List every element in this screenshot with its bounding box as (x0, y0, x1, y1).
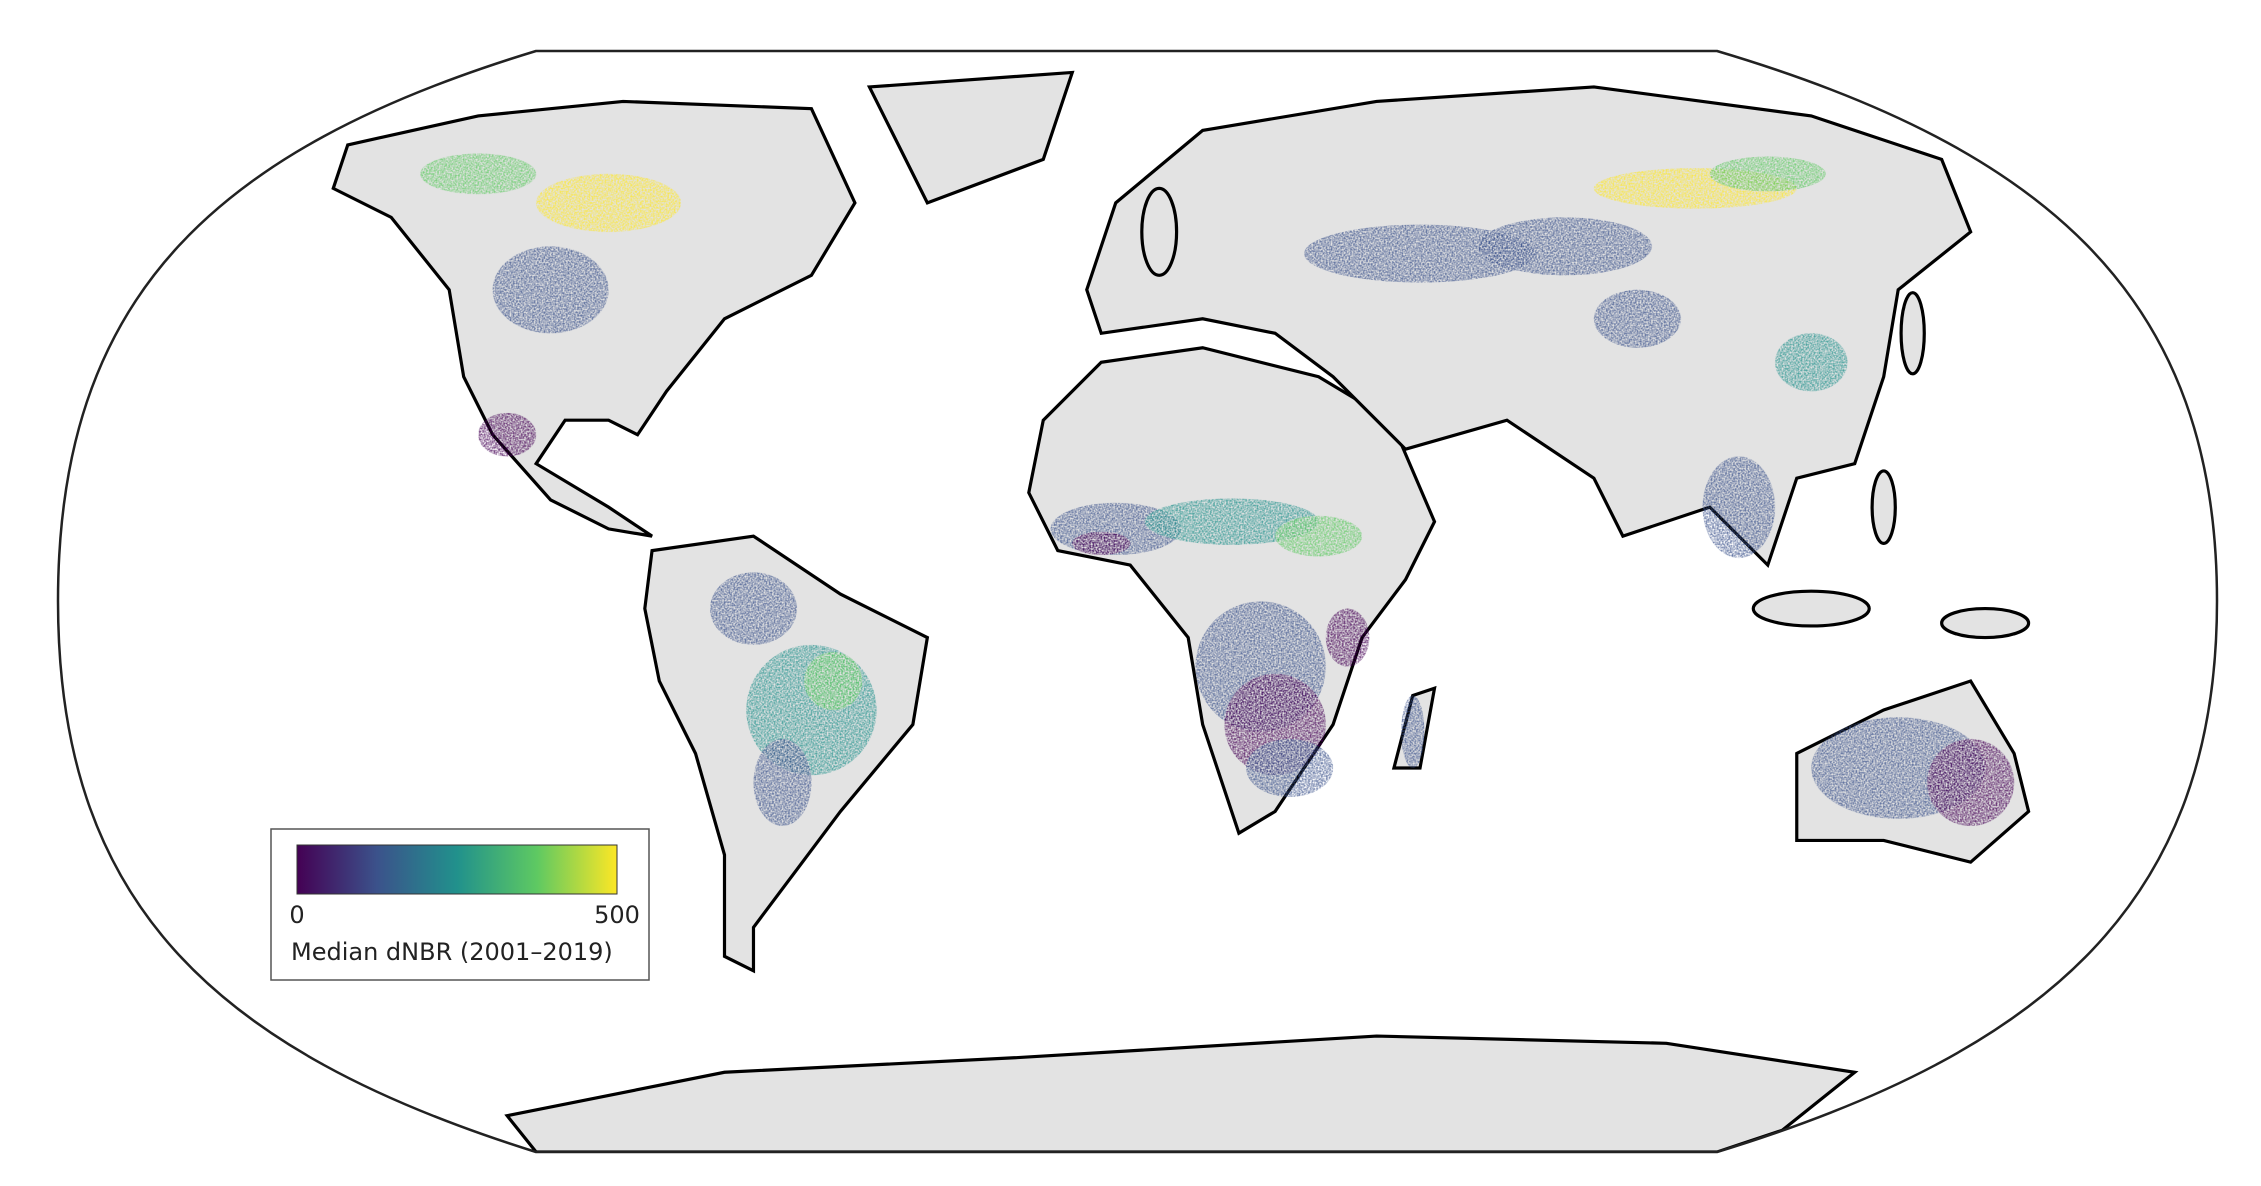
burn-patch (1593, 289, 1681, 348)
philippines (1870, 469, 1897, 545)
map-outline (56, 49, 2219, 1154)
burn-patch (1401, 695, 1425, 768)
new-guinea (1940, 606, 2031, 640)
africa (1027, 346, 1437, 836)
indonesia (1751, 589, 1871, 628)
burn-patch (492, 246, 609, 334)
burn-patch (1775, 333, 1848, 392)
burn-patch (1325, 608, 1370, 667)
north-america (331, 99, 857, 538)
colorbar-max-label: 500 (594, 901, 640, 929)
burn-patch (1304, 224, 1536, 283)
colorbar-min-label: 0 (289, 901, 304, 929)
burn-patch (1709, 156, 1826, 192)
british-isles (1140, 186, 1179, 277)
colorbar (296, 844, 618, 895)
map-body (331, 70, 2031, 1152)
land-masses (331, 70, 2031, 1152)
burn-patch (1246, 738, 1334, 797)
burn-patch (1477, 217, 1652, 276)
burn-patch (536, 173, 682, 232)
legend: 0 500 Median dNBR (2001–2019) (270, 828, 650, 981)
eurasia (1085, 85, 1973, 569)
burn-patch (1702, 456, 1776, 558)
greenland (866, 70, 1075, 205)
burn-patches (420, 153, 2015, 826)
burn-patch (804, 652, 863, 711)
burn-patch (1144, 498, 1319, 545)
burn-patch (710, 572, 797, 645)
burn-patch (1927, 738, 2015, 826)
antarctica (504, 1034, 1859, 1152)
burn-patch (1275, 515, 1363, 557)
japan (1899, 291, 1926, 376)
burn-patch (478, 412, 537, 457)
burn-patch (753, 738, 812, 826)
burn-patch (1072, 531, 1131, 555)
burn-patch (420, 153, 537, 195)
colorbar-title: Median dNBR (2001–2019) (291, 938, 613, 966)
